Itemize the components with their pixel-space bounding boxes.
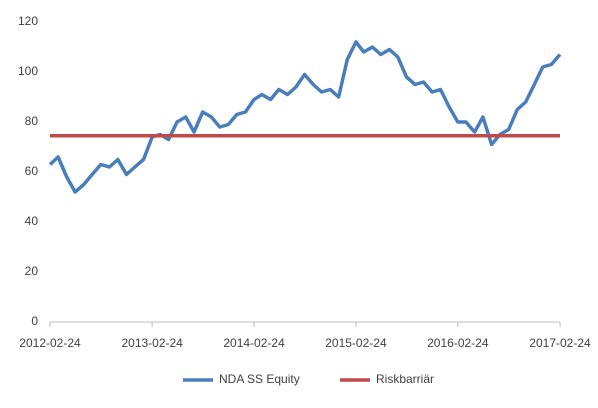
x-tick-label: 2013-02-24 (121, 336, 183, 350)
y-tick-label: 80 (25, 114, 39, 128)
y-tick-label: 40 (25, 214, 39, 228)
y-tick-label: 20 (25, 264, 39, 278)
legend-label: Riskbarriär (376, 372, 434, 386)
legend-label: NDA SS Equity (219, 372, 300, 386)
x-tick-label: 2016-02-24 (427, 336, 489, 350)
x-tick-label: 2012-02-24 (19, 336, 81, 350)
y-tick-label: 0 (31, 314, 38, 328)
y-tick-label: 60 (25, 164, 39, 178)
x-tick-label: 2014-02-24 (223, 336, 285, 350)
y-tick-label: 120 (18, 14, 38, 28)
x-tick-label: 2015-02-24 (325, 336, 387, 350)
y-tick-label: 100 (18, 64, 38, 78)
line-series (48, 40, 562, 194)
x-tick-label: 2017-02-24 (529, 336, 591, 350)
